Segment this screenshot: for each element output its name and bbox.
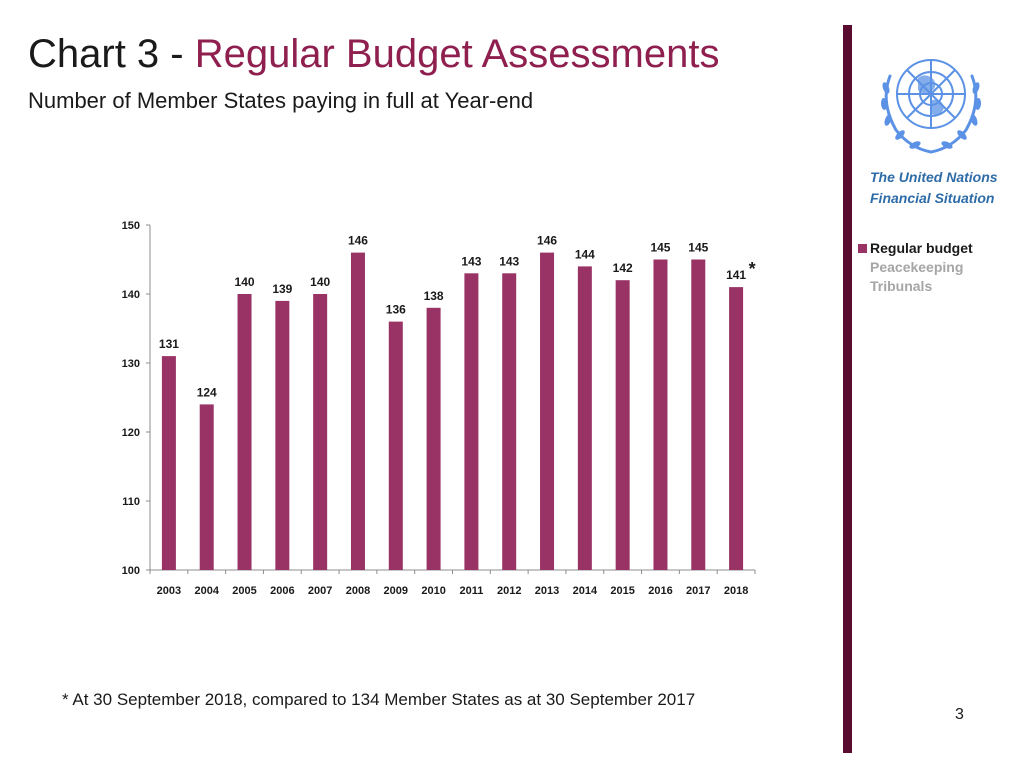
legend-swatch-regular-budget bbox=[858, 244, 867, 253]
bar-2006 bbox=[275, 300, 290, 570]
slide-title: Chart 3 - Regular Budget Assessments bbox=[28, 30, 719, 78]
x-axis-ticks: 2003 2004 2005 2006 2007 2008 2009 2010 2011 2012… bbox=[149, 570, 756, 597]
y-tick-label: 130 bbox=[122, 358, 140, 370]
x-tick-label-2004: 2004 bbox=[194, 585, 219, 597]
x-tick-label-2003: 2003 bbox=[157, 585, 181, 597]
y-tick-label: 140 bbox=[122, 289, 140, 301]
legend-label-peacekeeping: Peacekeeping bbox=[870, 259, 963, 275]
bar-2007 bbox=[313, 294, 328, 570]
y-tick-label: 110 bbox=[122, 496, 140, 508]
bar-2005 bbox=[237, 294, 252, 570]
bar-2010 bbox=[426, 307, 441, 570]
value-label-2004: 124 bbox=[197, 385, 217, 399]
sidebar-caption: The United Nations Financial Situation bbox=[870, 167, 1020, 209]
x-tick-label-2016: 2016 bbox=[648, 585, 672, 597]
legend-label-tribunals: Tribunals bbox=[870, 278, 932, 294]
bar-series-regular-budget: 131 124 140 139 140 146 136 138 143 143 146 144 142 1… bbox=[159, 234, 756, 570]
x-tick-label-2011: 2011 bbox=[459, 585, 483, 597]
value-label-2016: 145 bbox=[650, 241, 670, 255]
un-emblem-icon bbox=[880, 59, 982, 154]
value-label-2014: 144 bbox=[575, 247, 595, 261]
value-label-2015: 142 bbox=[613, 261, 633, 275]
x-tick-label-2010: 2010 bbox=[421, 585, 445, 597]
value-label-2007: 140 bbox=[310, 275, 330, 289]
bar-2004 bbox=[199, 404, 214, 570]
x-tick-label-2013: 2013 bbox=[535, 585, 559, 597]
x-tick-label-2008: 2008 bbox=[346, 585, 370, 597]
bar-2015 bbox=[615, 280, 630, 570]
bar-2017 bbox=[691, 259, 706, 570]
value-label-2011: 143 bbox=[461, 254, 481, 268]
x-tick-label-2007: 2007 bbox=[308, 585, 332, 597]
bar-2009 bbox=[388, 321, 403, 570]
bar-2018 bbox=[729, 287, 744, 570]
bar-2014 bbox=[577, 266, 592, 570]
title-prefix: Chart 3 - bbox=[28, 32, 195, 76]
y-tick-label: 150 bbox=[122, 220, 140, 232]
vertical-divider bbox=[843, 25, 852, 753]
legend-label-regular-budget: Regular budget bbox=[870, 240, 973, 256]
value-label-2003: 131 bbox=[159, 337, 179, 351]
bar-2013 bbox=[540, 252, 555, 570]
annotation-2018: * bbox=[749, 259, 756, 279]
x-tick-label-2012: 2012 bbox=[497, 585, 521, 597]
bar-2016 bbox=[653, 259, 668, 570]
value-label-2009: 136 bbox=[386, 303, 406, 317]
y-tick-label: 120 bbox=[122, 427, 140, 439]
x-tick-label-2015: 2015 bbox=[610, 585, 634, 597]
x-tick-label-2017: 2017 bbox=[686, 585, 710, 597]
value-label-2010: 138 bbox=[424, 289, 444, 303]
title-accent: Regular Budget Assessments bbox=[194, 32, 720, 76]
chart-legend: Regular budget Peacekeeping Tribunals bbox=[858, 240, 973, 294]
value-label-2013: 146 bbox=[537, 234, 557, 248]
value-label-2006: 139 bbox=[272, 282, 292, 296]
value-label-2018: 141 bbox=[726, 268, 746, 282]
bar-2012 bbox=[502, 273, 517, 570]
page-number: 3 bbox=[955, 706, 964, 723]
value-label-2008: 146 bbox=[348, 234, 368, 248]
x-tick-label-2009: 2009 bbox=[384, 585, 408, 597]
bar-2003 bbox=[161, 356, 176, 570]
value-label-2005: 140 bbox=[235, 275, 255, 289]
x-tick-label-2006: 2006 bbox=[270, 585, 294, 597]
x-tick-label-2014: 2014 bbox=[573, 585, 598, 597]
value-label-2017: 145 bbox=[688, 241, 708, 255]
bar-2011 bbox=[464, 273, 479, 570]
x-tick-label-2005: 2005 bbox=[232, 585, 256, 597]
bar-2008 bbox=[350, 252, 365, 570]
footnote: * At 30 September 2018, compared to 134 … bbox=[62, 690, 696, 709]
x-tick-label-2018: 2018 bbox=[724, 585, 748, 597]
y-tick-label: 100 bbox=[122, 565, 140, 577]
sidebar-caption-line2: Financial Situation bbox=[870, 190, 995, 206]
y-axis-ticks: 100 110 120 130 140 150 bbox=[122, 220, 150, 577]
value-label-2012: 143 bbox=[499, 254, 519, 268]
chart-subtitle: Number of Member States paying in full a… bbox=[28, 88, 534, 113]
sidebar-caption-line1: The United Nations bbox=[870, 169, 998, 185]
